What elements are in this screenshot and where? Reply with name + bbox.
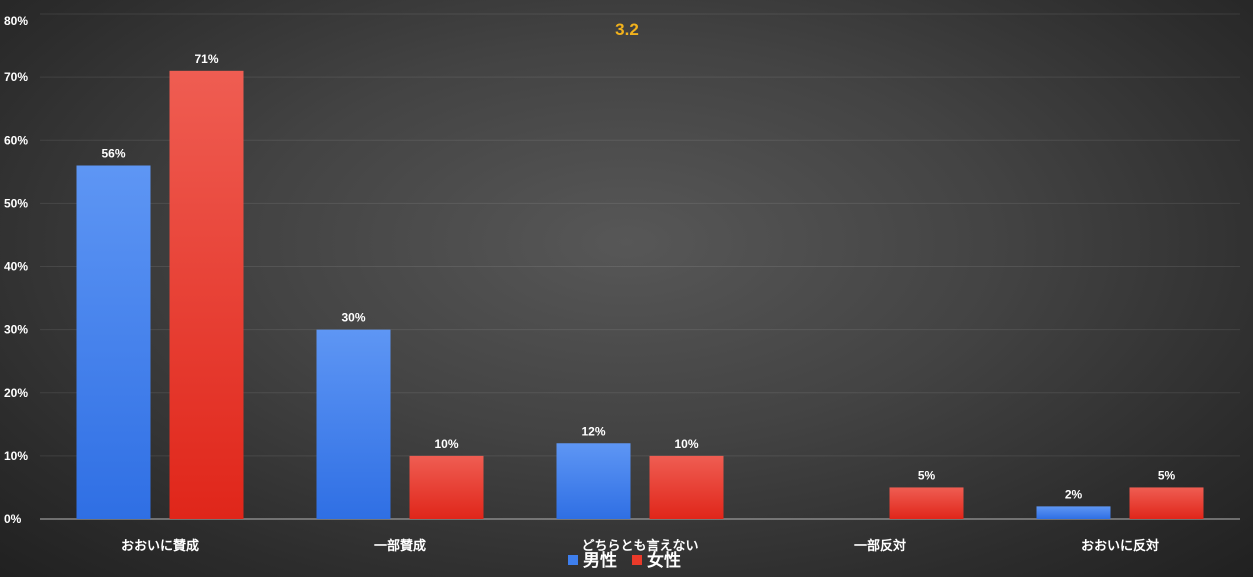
data-labels: 56% 71% 30% 10% 12% 10% 5% 2% 5% bbox=[101, 52, 1175, 502]
y-tick-label: 50% bbox=[4, 196, 28, 210]
y-tick-label: 20% bbox=[4, 386, 28, 400]
data-label: 30% bbox=[341, 311, 365, 325]
legend-swatch-male bbox=[568, 555, 578, 565]
y-tick-label: 70% bbox=[4, 70, 28, 84]
y-tick-label: 30% bbox=[4, 323, 28, 337]
x-axis: おおいに賛成 一部賛成 どちらとも言えない 一部反対 おおいに反対 bbox=[121, 538, 1159, 554]
chart-title: 3.2 bbox=[615, 20, 639, 39]
bar-female bbox=[649, 455, 724, 519]
data-label: 5% bbox=[918, 468, 936, 482]
data-label: 10% bbox=[674, 437, 698, 451]
bar-female bbox=[1129, 487, 1204, 519]
bar-male bbox=[76, 165, 151, 519]
data-label: 12% bbox=[581, 424, 605, 438]
data-label: 71% bbox=[194, 52, 218, 66]
legend: 男性 女性 bbox=[568, 550, 681, 571]
x-tick-label: おおいに賛成 bbox=[121, 538, 199, 554]
bar-male bbox=[1036, 506, 1111, 519]
x-tick-label: どちらとも言えない bbox=[581, 538, 698, 554]
data-label: 56% bbox=[101, 147, 125, 161]
x-tick-label: 一部賛成 bbox=[374, 538, 426, 554]
bar-female bbox=[169, 70, 244, 519]
y-tick-label: 10% bbox=[4, 449, 28, 463]
y-axis: 0% 10% 20% 30% 40% 50% 60% 70% 80% bbox=[4, 14, 28, 526]
bars bbox=[76, 70, 1204, 519]
y-tick-label: 60% bbox=[4, 133, 28, 147]
data-label: 2% bbox=[1065, 487, 1083, 501]
y-tick-label: 80% bbox=[4, 14, 28, 28]
data-label: 10% bbox=[434, 437, 458, 451]
x-tick-label: おおいに反対 bbox=[1081, 538, 1159, 554]
bar-male bbox=[556, 443, 631, 519]
bar-female bbox=[889, 487, 964, 519]
bar-male bbox=[316, 329, 391, 519]
y-tick-label: 0% bbox=[4, 512, 22, 526]
data-label: 5% bbox=[1158, 468, 1176, 482]
legend-label-female: 女性 bbox=[647, 550, 681, 571]
y-tick-label: 40% bbox=[4, 260, 28, 274]
legend-label-male: 男性 bbox=[583, 550, 617, 571]
bar-female bbox=[409, 455, 484, 519]
legend-swatch-female bbox=[632, 555, 642, 565]
x-tick-label: 一部反対 bbox=[854, 538, 906, 554]
